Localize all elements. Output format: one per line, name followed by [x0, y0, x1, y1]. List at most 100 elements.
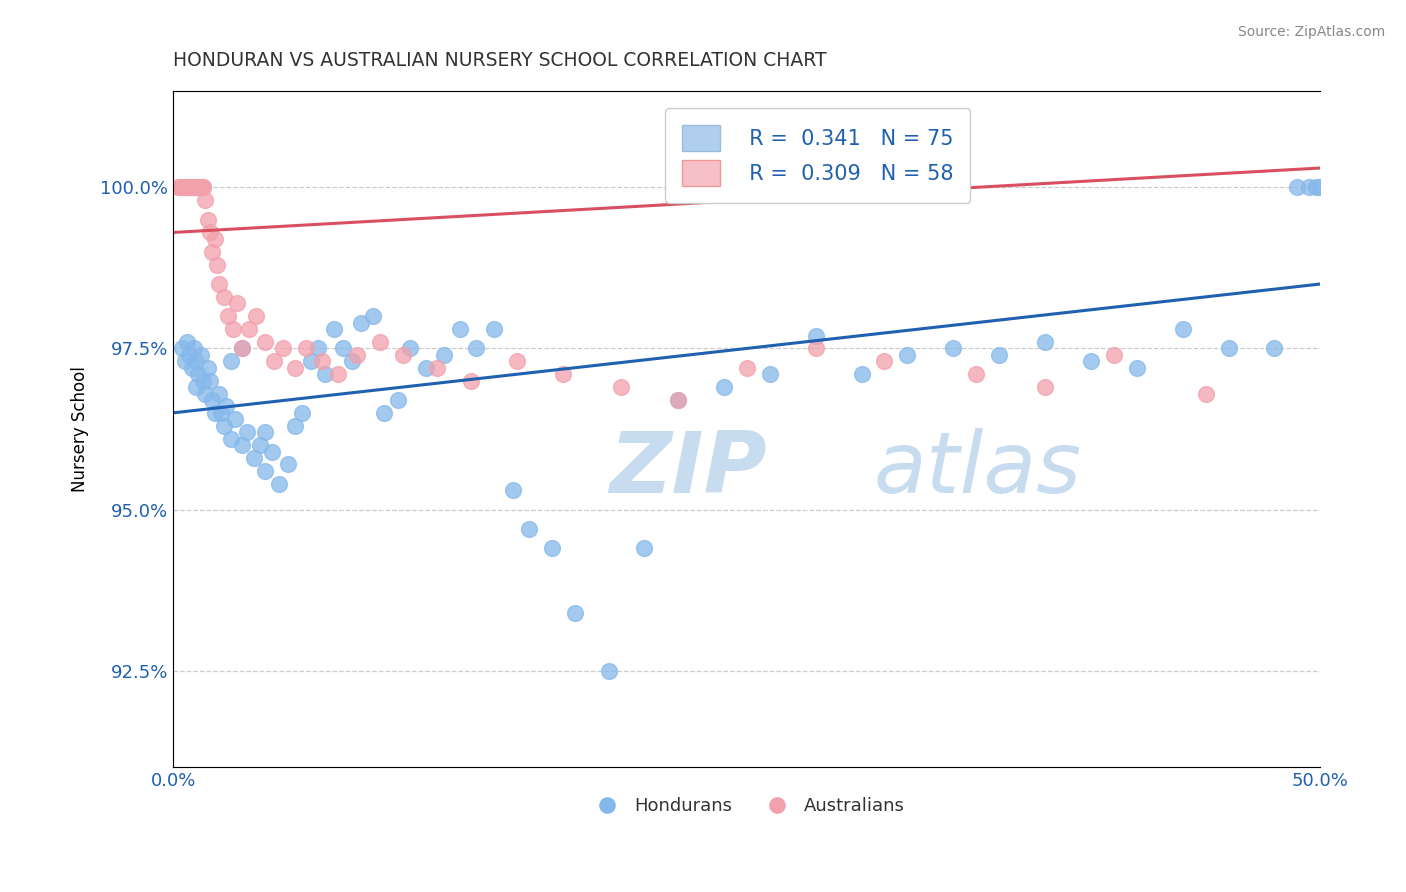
Point [609, 380, 631, 394]
Point [332, 342, 354, 356]
Point [666, 392, 689, 407]
Point [804, 328, 827, 343]
Point [273, 342, 295, 356]
Point [633, 541, 655, 556]
Point [242, 450, 264, 465]
Point [249, 438, 271, 452]
Point [187, 368, 209, 382]
Point [209, 406, 232, 420]
Point [212, 418, 235, 433]
Point [198, 374, 221, 388]
Point [173, 180, 195, 194]
Point [553, 368, 575, 382]
Point [238, 322, 260, 336]
Point [391, 348, 413, 362]
Point [191, 180, 214, 194]
Point [1286, 180, 1309, 194]
Point [1298, 180, 1320, 194]
Text: HONDURAN VS AUSTRALIAN NURSERY SCHOOL CORRELATION CHART: HONDURAN VS AUSTRALIAN NURSERY SCHOOL CO… [173, 51, 827, 70]
Point [460, 374, 482, 388]
Point [186, 380, 208, 394]
Point [1263, 342, 1285, 356]
Point [666, 392, 689, 407]
Point [346, 348, 368, 362]
Point [173, 180, 195, 194]
Point [183, 180, 205, 194]
Point [484, 322, 506, 336]
Point [517, 522, 540, 536]
Point [965, 368, 987, 382]
Point [368, 334, 391, 349]
Point [231, 342, 253, 356]
Point [988, 348, 1011, 362]
Point [224, 412, 246, 426]
Point [506, 354, 529, 368]
Point [197, 212, 219, 227]
Point [179, 348, 201, 362]
Point [322, 322, 344, 336]
Point [942, 342, 965, 356]
Point [253, 464, 276, 478]
Point [263, 354, 285, 368]
Point [212, 290, 235, 304]
Point [1218, 342, 1240, 356]
Point [295, 342, 318, 356]
Point [277, 458, 299, 472]
Point [540, 541, 562, 556]
Point [197, 360, 219, 375]
Point [314, 368, 336, 382]
Point [208, 277, 231, 291]
Point [415, 360, 437, 375]
Legend: Hondurans, Australians: Hondurans, Australians [582, 790, 912, 822]
Point [307, 342, 329, 356]
Point [191, 180, 214, 194]
Point [1033, 334, 1056, 349]
Point [204, 232, 226, 246]
Point [873, 354, 896, 368]
Point [465, 342, 488, 356]
Point [208, 386, 231, 401]
Point [1033, 380, 1056, 394]
Point [340, 354, 363, 368]
Point [180, 180, 202, 194]
Point [187, 180, 209, 194]
Point [598, 664, 620, 678]
Text: Source: ZipAtlas.com: Source: ZipAtlas.com [1237, 25, 1385, 39]
Point [804, 342, 827, 356]
Point [176, 180, 198, 194]
Point [502, 483, 524, 498]
Point [179, 180, 201, 194]
Point [1102, 348, 1125, 362]
Point [204, 406, 226, 420]
Point [190, 180, 212, 194]
Point [183, 342, 205, 356]
Point [1305, 180, 1327, 194]
Point [180, 360, 202, 375]
Point [190, 348, 212, 362]
Point [373, 406, 395, 420]
Point [222, 322, 245, 336]
Point [183, 180, 205, 194]
Point [1195, 386, 1218, 401]
Point [328, 368, 350, 382]
Point [387, 392, 409, 407]
Text: atlas: atlas [873, 428, 1081, 511]
Point [169, 180, 191, 194]
Point [235, 425, 257, 440]
Point [231, 438, 253, 452]
Point [284, 418, 307, 433]
Point [176, 334, 198, 349]
Point [253, 425, 276, 440]
Point [311, 354, 333, 368]
Point [361, 309, 384, 323]
Point [564, 606, 586, 620]
Point [219, 432, 242, 446]
Point [433, 348, 456, 362]
Point [758, 368, 780, 382]
Point [291, 406, 314, 420]
Point [1309, 180, 1331, 194]
Point [194, 386, 217, 401]
Point [1171, 322, 1194, 336]
Y-axis label: Nursery School: Nursery School [72, 366, 89, 491]
Point [299, 354, 322, 368]
